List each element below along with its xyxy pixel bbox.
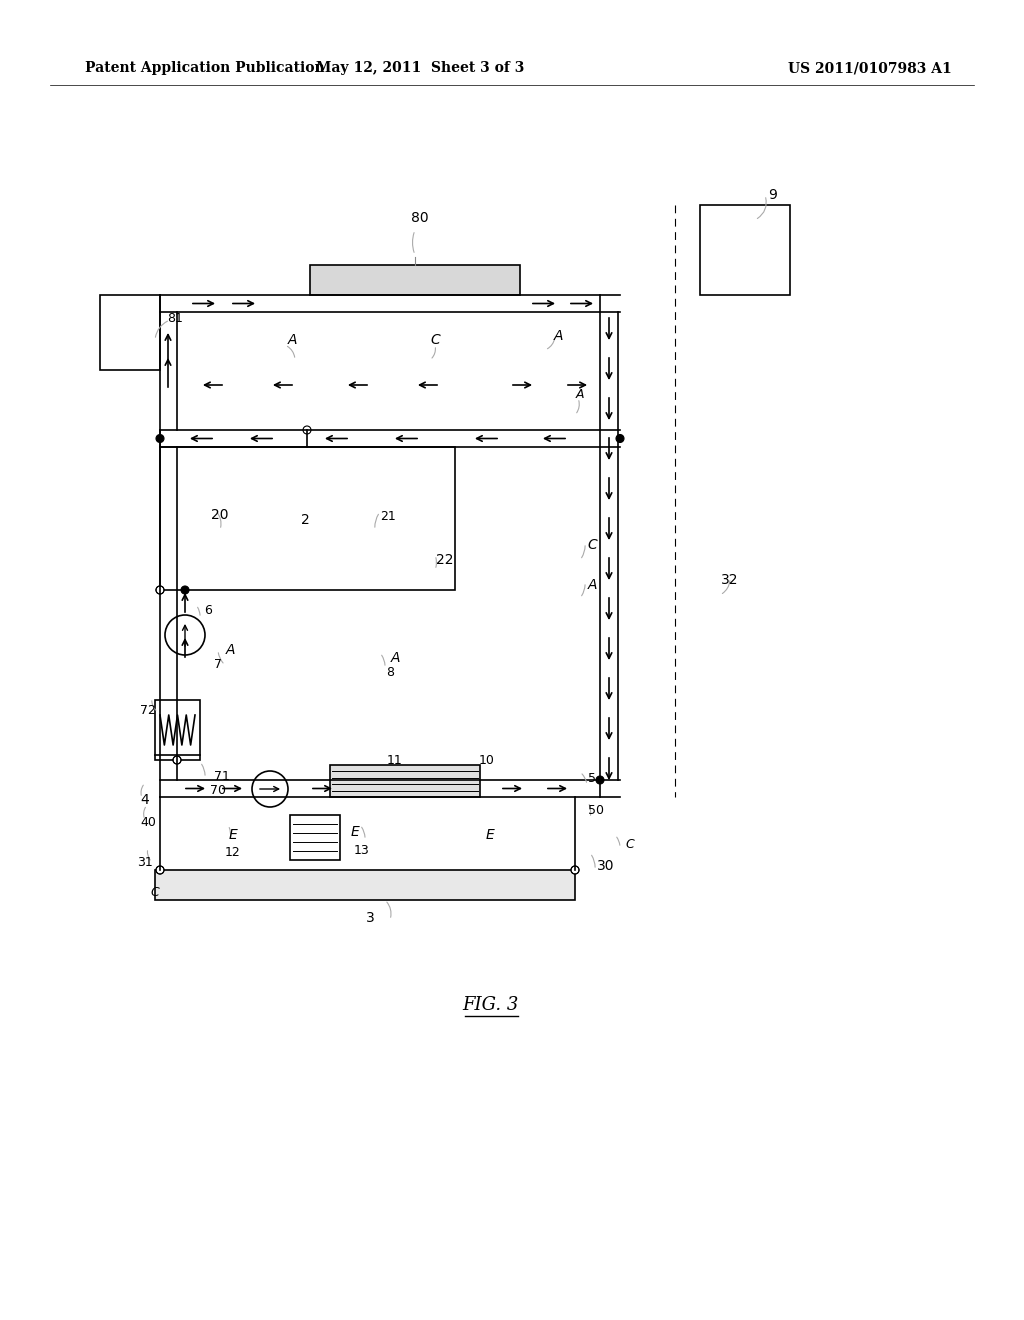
Circle shape xyxy=(596,776,604,784)
Circle shape xyxy=(156,866,164,874)
Text: 9: 9 xyxy=(769,187,777,202)
Text: A: A xyxy=(390,651,399,665)
Circle shape xyxy=(571,866,579,874)
Text: A: A xyxy=(587,578,597,591)
Text: 22: 22 xyxy=(436,553,454,568)
Circle shape xyxy=(303,426,311,434)
Text: FIG. 3: FIG. 3 xyxy=(462,997,518,1014)
Text: 40: 40 xyxy=(140,816,156,829)
Bar xyxy=(100,294,160,370)
Text: 70: 70 xyxy=(210,784,226,796)
Text: 5: 5 xyxy=(588,771,596,784)
Text: 80: 80 xyxy=(412,211,429,224)
Bar xyxy=(330,766,480,797)
Text: 21: 21 xyxy=(380,510,396,523)
Text: 7: 7 xyxy=(214,659,222,672)
Text: 32: 32 xyxy=(721,573,738,587)
Text: C: C xyxy=(626,838,635,851)
Bar xyxy=(155,700,200,760)
Circle shape xyxy=(156,586,164,594)
Text: E: E xyxy=(485,828,495,842)
Text: 3: 3 xyxy=(366,911,375,925)
Text: 30: 30 xyxy=(597,859,614,873)
Circle shape xyxy=(173,756,181,764)
Text: 71: 71 xyxy=(214,770,230,783)
Text: 4: 4 xyxy=(140,793,150,807)
Text: 8: 8 xyxy=(386,665,394,678)
Text: 72: 72 xyxy=(140,704,156,717)
Text: A: A xyxy=(575,388,585,400)
Circle shape xyxy=(156,434,164,442)
Text: E: E xyxy=(228,828,238,842)
Bar xyxy=(700,205,790,294)
Text: 6: 6 xyxy=(204,603,212,616)
Text: C: C xyxy=(151,887,160,899)
Text: 11: 11 xyxy=(387,754,402,767)
Text: 13: 13 xyxy=(354,843,370,857)
Text: A: A xyxy=(288,333,297,347)
Text: 12: 12 xyxy=(225,846,241,858)
Text: 31: 31 xyxy=(137,855,153,869)
Circle shape xyxy=(616,434,624,442)
Text: US 2011/0107983 A1: US 2011/0107983 A1 xyxy=(788,61,952,75)
Bar xyxy=(155,870,575,900)
Bar xyxy=(290,814,340,861)
Text: C: C xyxy=(430,333,440,347)
Text: 10: 10 xyxy=(479,754,495,767)
Text: A: A xyxy=(225,643,234,657)
Text: C: C xyxy=(587,539,597,552)
Bar xyxy=(310,265,520,294)
Text: Patent Application Publication: Patent Application Publication xyxy=(85,61,325,75)
Text: 20: 20 xyxy=(211,508,228,521)
Text: 2: 2 xyxy=(301,513,309,527)
Text: 81: 81 xyxy=(167,312,183,325)
Bar xyxy=(160,447,455,590)
Text: E: E xyxy=(350,825,359,840)
Circle shape xyxy=(181,586,189,594)
Text: 50: 50 xyxy=(588,804,604,817)
Text: A: A xyxy=(553,329,563,343)
Text: May 12, 2011  Sheet 3 of 3: May 12, 2011 Sheet 3 of 3 xyxy=(315,61,524,75)
